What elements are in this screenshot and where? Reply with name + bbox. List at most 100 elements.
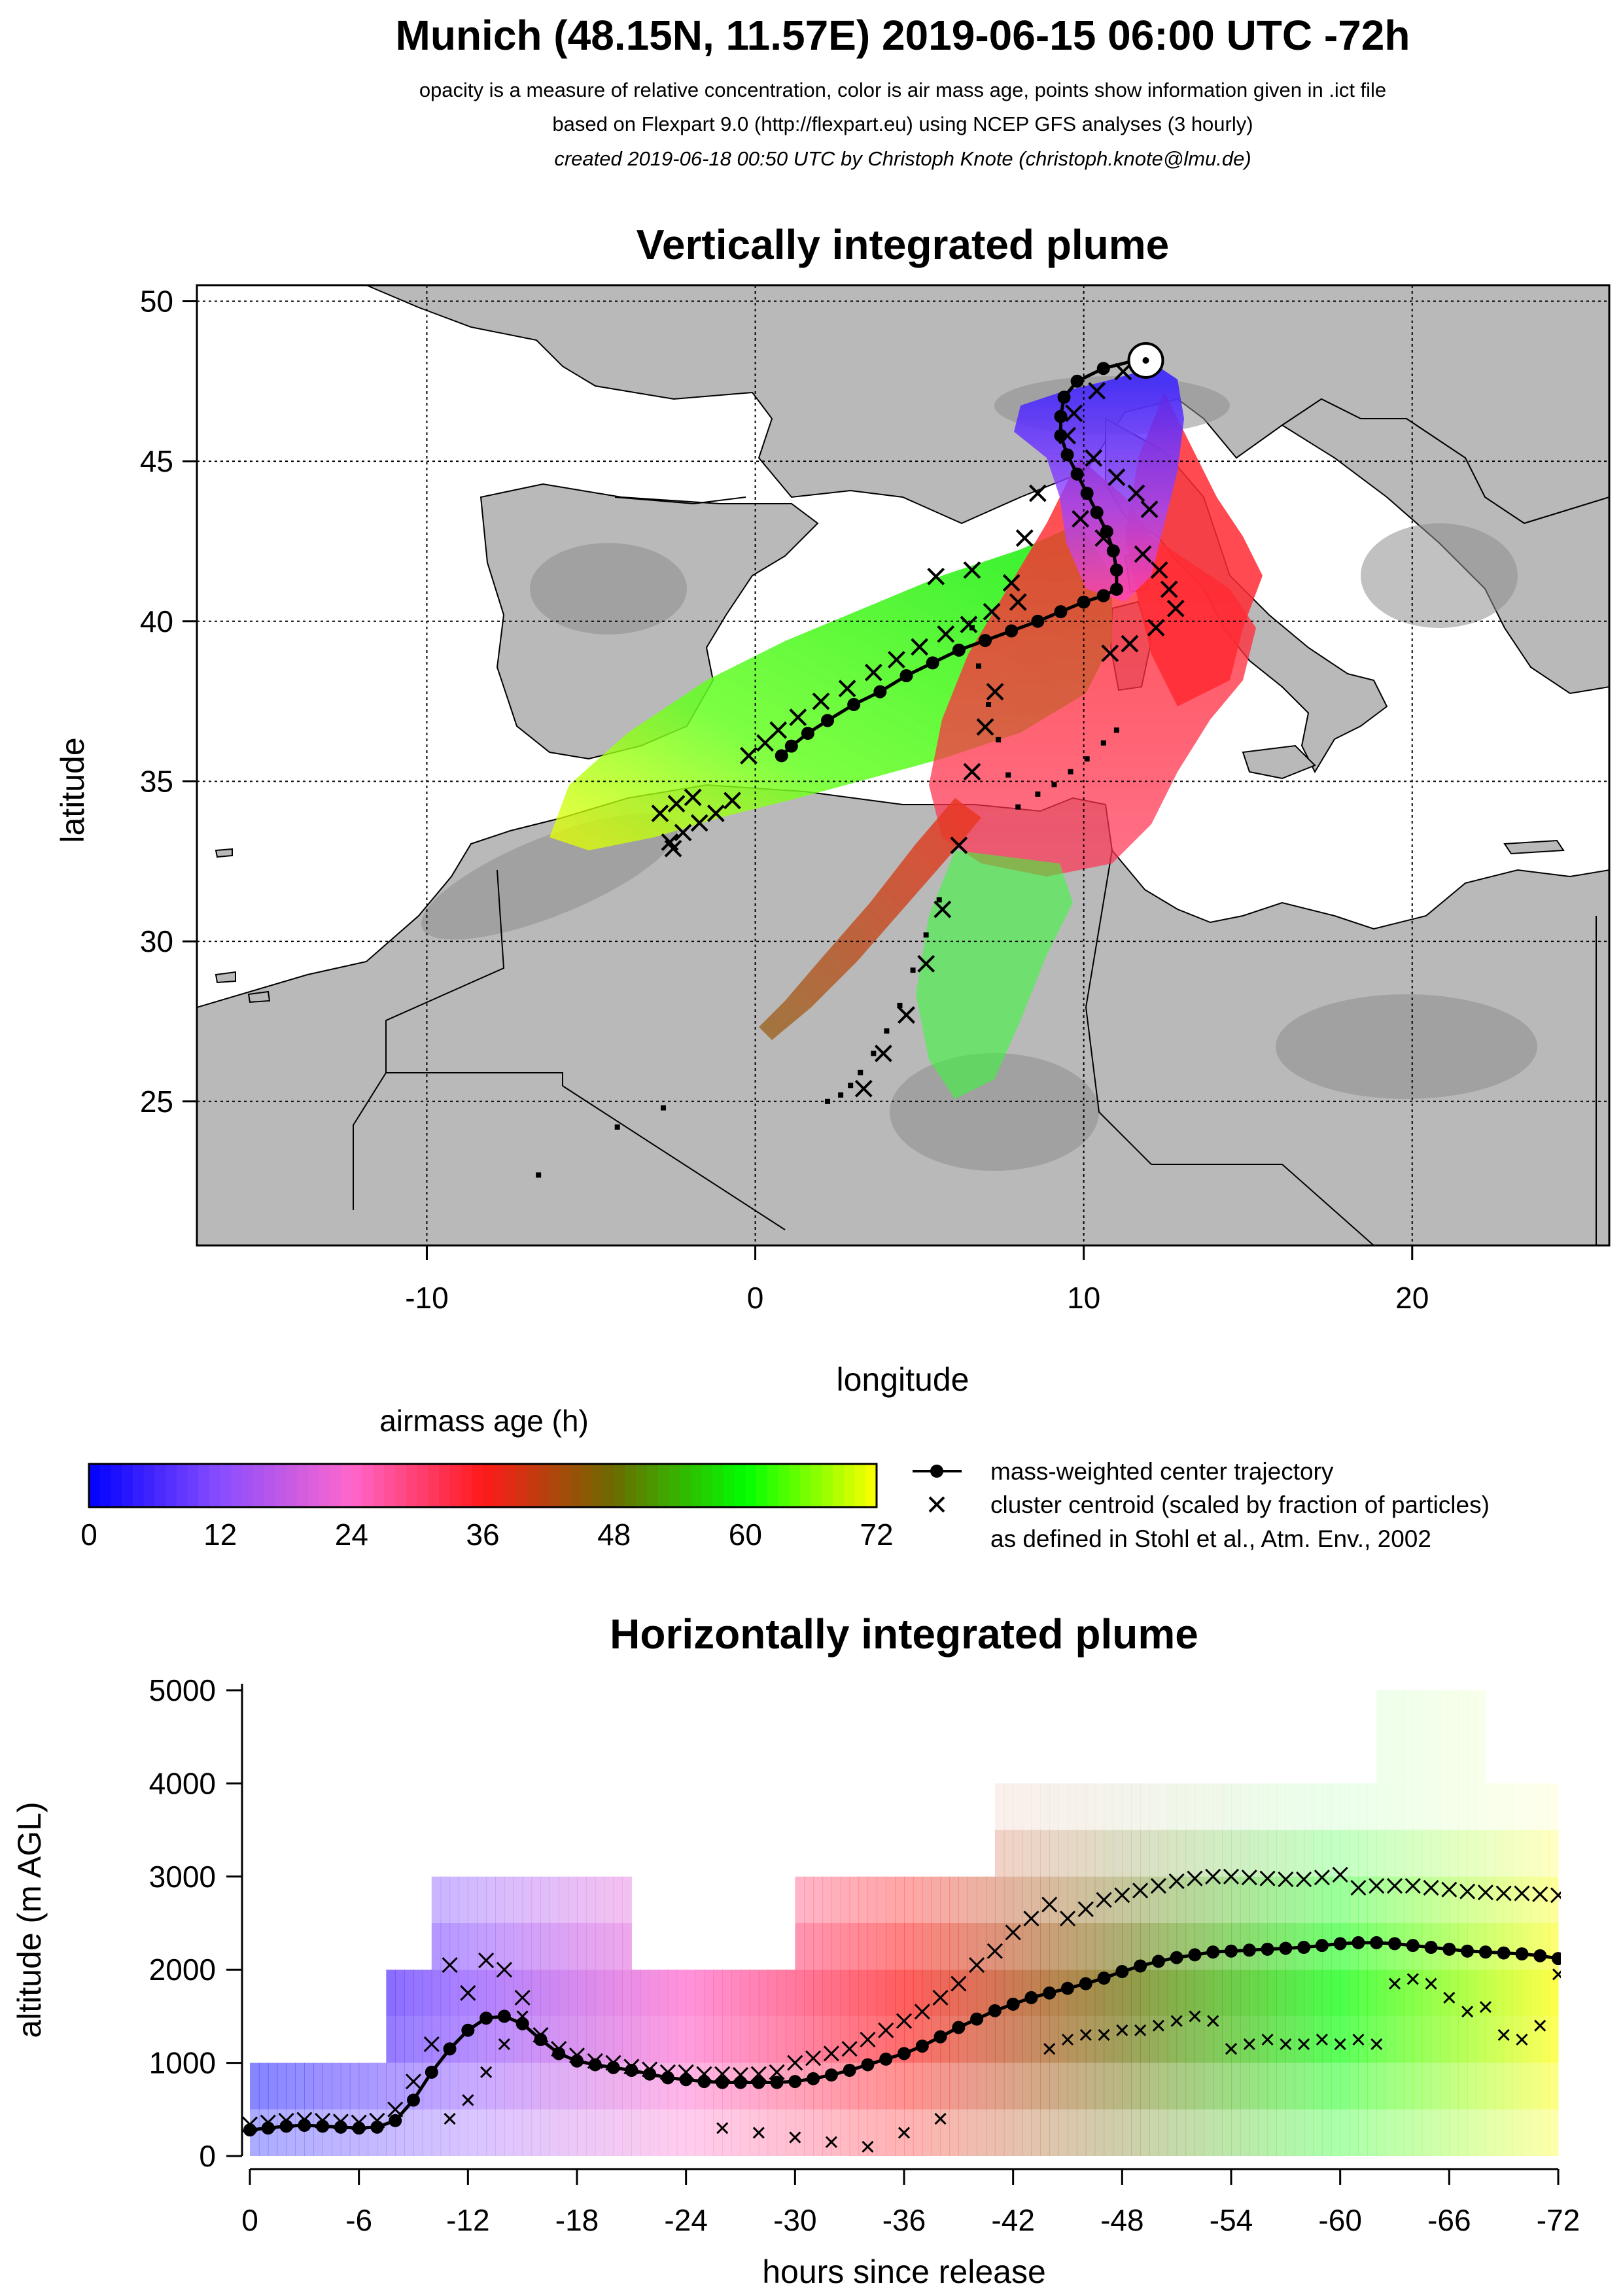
altitude-plume-cell	[1195, 1923, 1204, 1970]
colorbar-segment	[822, 1464, 833, 1507]
altitude-plume-cell	[1195, 2016, 1204, 2063]
altitude-plume-cell	[513, 2062, 523, 2110]
altitude-plume-cell	[268, 2062, 278, 2110]
map-trajectory-point	[1031, 614, 1045, 628]
map-ict-point	[858, 1070, 864, 1075]
altitude-plume-cell	[604, 1970, 614, 2017]
map-trajectory-point	[1070, 374, 1084, 388]
altitude-plume-cell	[1431, 1830, 1441, 1877]
altitude-plume-cell	[304, 2062, 314, 2110]
altitude-x-tick-label-4: -24	[664, 2203, 707, 2237]
altitude-plume-cell	[431, 2109, 442, 2156]
iberia-shade	[530, 543, 687, 635]
altitude-plume-cell	[1367, 2062, 1377, 2110]
altitude-plume-cell	[1258, 1830, 1268, 1877]
map-cluster-centroid	[690, 814, 708, 832]
altitude-plume-cell	[1040, 2016, 1050, 2063]
colorbar-segment	[734, 1464, 746, 1507]
altitude-plume-cell	[1440, 2062, 1450, 2110]
altitude-cluster-centroid	[1168, 1873, 1185, 1889]
altitude-plume-cell	[585, 1923, 596, 1970]
altitude-plume-cell	[1395, 1690, 1405, 1737]
map-cluster-centroid	[950, 836, 968, 854]
altitude-plume-cell	[1068, 1830, 1077, 1877]
altitude-trajectory-point	[243, 2123, 256, 2137]
altitude-plume-cell	[1376, 1970, 1386, 2017]
altitude-plume-cell	[1094, 1783, 1105, 1830]
altitude-plume-cell	[904, 1876, 914, 1923]
altitude-plume-cell	[1185, 1830, 1196, 1877]
altitude-plume-cell	[1304, 2109, 1314, 2156]
map-trajectory-point	[1060, 448, 1074, 462]
map-ict-point	[1113, 727, 1119, 733]
altitude-plume-cell	[704, 2062, 714, 2110]
altitude-plume-cell	[968, 1876, 977, 1923]
altitude-plume-cell	[313, 2062, 323, 2110]
altitude-secondary-centroid	[1079, 2028, 1092, 2041]
altitude-trajectory-point	[1115, 1965, 1129, 1979]
altitude-plume-cell	[640, 2109, 650, 2156]
altitude-plume-cell	[1267, 1876, 1278, 1923]
altitude-plume-cell	[994, 1783, 1005, 1830]
figure-subtitle-1: opacity is a measure of relative concent…	[419, 78, 1386, 101]
altitude-plume-cell	[1467, 1830, 1477, 1877]
altitude-plume-cell	[849, 1970, 860, 2017]
altitude-plume-cell	[640, 1970, 650, 2017]
altitude-plume-cell	[1295, 2109, 1304, 2156]
altitude-plume-cell	[449, 1970, 460, 2017]
land-sicily	[1242, 744, 1316, 780]
altitude-plume-cell	[1068, 1923, 1077, 1970]
map-ict-point	[848, 1083, 854, 1088]
altitude-plume-cell	[1349, 2109, 1359, 2156]
altitude-plume-cell	[595, 2109, 605, 2156]
map-cluster-centroid	[937, 625, 955, 643]
altitude-cluster-centroid	[1059, 1910, 1076, 1926]
altitude-x-tick-label-6: -36	[882, 2203, 926, 2237]
altitude-plume-cell	[1522, 1876, 1531, 1923]
altitude-plume-cell	[1549, 2109, 1559, 2156]
altitude-plume-cell	[931, 1923, 941, 1970]
altitude-plume-cell	[913, 1876, 923, 1923]
altitude-plume-cell	[877, 2109, 886, 2156]
altitude-plume-cell	[940, 2062, 951, 2110]
map-cluster-centroid	[986, 683, 1004, 701]
altitude-plume-cell	[1449, 2062, 1459, 2110]
altitude-plume-cell	[1449, 2109, 1459, 2156]
altitude-plume-cell	[1213, 2109, 1223, 2156]
altitude-secondary-centroid	[1479, 2001, 1492, 2013]
map-cluster-centroid	[911, 638, 929, 656]
altitude-plume-cell	[550, 2062, 559, 2110]
altitude-plume-cell	[1422, 2062, 1432, 2110]
altitude-y-axis-label: altitude (m AGL)	[11, 1801, 48, 2038]
map-cluster-centroid	[1166, 599, 1185, 617]
map-cluster-centroid	[1009, 593, 1027, 611]
altitude-plume-cell	[1104, 1830, 1114, 1877]
altitude-plume-cell	[1040, 1830, 1050, 1877]
altitude-plume-cell	[1321, 1830, 1332, 1877]
altitude-plume-cell	[550, 1923, 559, 1970]
altitude-plume-cell	[758, 1970, 769, 2017]
map-ict-point	[975, 663, 981, 669]
altitude-trajectory-point	[588, 2058, 602, 2072]
altitude-plume-cell	[958, 1923, 968, 1970]
altitude-plume-cell	[258, 2062, 269, 2110]
altitude-plume-cell	[731, 2109, 741, 2156]
altitude-trajectory-point	[1424, 1941, 1438, 1955]
altitude-plume-cell	[940, 1876, 951, 1923]
colorbar-segment	[340, 1464, 352, 1507]
altitude-plume-cell	[986, 2109, 996, 2156]
altitude-plume-cell	[713, 1970, 723, 2017]
altitude-plume-cell	[1104, 1923, 1114, 1970]
altitude-plume-cell	[1531, 1783, 1541, 1830]
altitude-plume-cell	[622, 1923, 632, 1970]
altitude-secondary-centroid	[480, 2066, 493, 2078]
altitude-plume-cell	[795, 1923, 805, 1970]
colorbar-segment	[417, 1464, 428, 1507]
altitude-plume-cell	[1395, 1737, 1405, 1784]
altitude-plume-cell	[622, 1876, 632, 1923]
altitude-plume-cell	[1476, 2062, 1486, 2110]
colorbar-segment	[833, 1464, 845, 1507]
map-cluster-centroid	[756, 734, 775, 752]
altitude-plume-cell	[595, 2016, 605, 2063]
altitude-plume-cell	[849, 1923, 860, 1970]
